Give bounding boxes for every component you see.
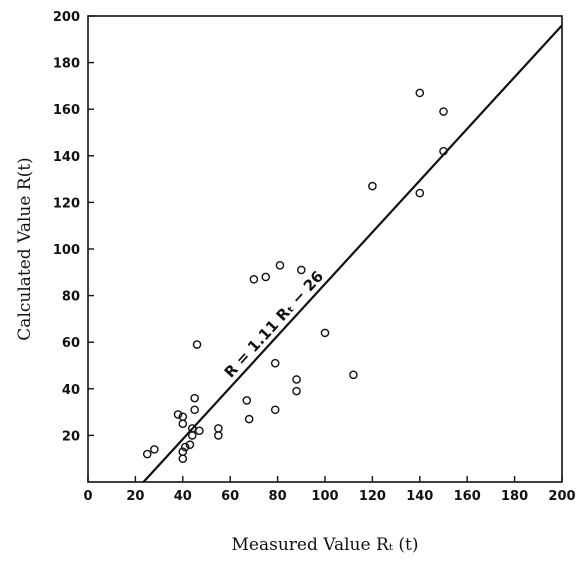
regression-line: [142, 24, 563, 483]
y-tick-label: 140: [53, 150, 80, 165]
data-point: [349, 370, 358, 380]
tick-labels: 0 20 40 60 80 100 120 140 160 180 200 20 40 60 80 100 12…: [53, 10, 576, 504]
data-point: [439, 146, 448, 156]
data-point: [292, 375, 301, 384]
axes: [87, 15, 563, 483]
y-tick-label: 80: [62, 290, 80, 305]
data-point: [296, 265, 306, 275]
data-point: [214, 431, 223, 440]
data-point: [270, 358, 280, 368]
data-point: [180, 442, 190, 452]
x-axis-title: Measured Value Rₜ (t): [232, 535, 419, 555]
data-point: [275, 261, 285, 270]
data-point: [439, 107, 448, 116]
data-point: [320, 328, 330, 338]
regression-equation-label: R = 1.11 Rₜ − 26: [221, 267, 328, 381]
data-point: [195, 426, 204, 436]
x-tick-label: 80: [269, 489, 287, 504]
x-tick-label: 120: [359, 489, 386, 504]
y-tick-label: 60: [62, 336, 80, 351]
data-point: [292, 386, 301, 396]
x-tick-label: 200: [548, 489, 575, 504]
data-point: [190, 405, 199, 415]
data-points: [142, 88, 448, 464]
data-point: [187, 431, 197, 440]
x-tick-label: 60: [221, 489, 239, 504]
x-tick-label: 180: [501, 489, 528, 504]
y-tick-label: 20: [62, 429, 80, 444]
data-point: [415, 88, 425, 98]
y-tick-label: 160: [53, 103, 80, 118]
y-tick-label: 40: [62, 383, 80, 398]
data-point: [242, 396, 252, 405]
data-point: [150, 445, 159, 454]
y-tick-label: 100: [53, 243, 80, 258]
data-point: [244, 414, 254, 424]
y-tick-label: 180: [53, 57, 80, 72]
x-tick-label: 100: [311, 489, 338, 504]
data-point: [190, 393, 199, 403]
y-axis-title: Calculated Value R(t): [15, 157, 35, 340]
data-point: [261, 272, 271, 282]
data-point: [173, 410, 183, 419]
data-point: [185, 440, 195, 450]
y-tick-label: 120: [53, 196, 80, 211]
data-point: [178, 419, 188, 429]
data-point: [214, 424, 223, 433]
x-tick-label: 160: [454, 489, 481, 504]
x-tick-label: 0: [83, 489, 92, 504]
x-tick-label: 140: [406, 489, 433, 504]
data-point: [178, 454, 188, 464]
data-point: [415, 188, 425, 198]
tick-marks: [87, 15, 563, 482]
data-point: [249, 274, 259, 284]
data-point: [142, 449, 152, 459]
plot-frame: [87, 15, 563, 483]
y-tick-label: 200: [53, 10, 80, 25]
regression-line-group: R = 1.11 Rₜ − 26: [142, 24, 563, 483]
data-point: [270, 405, 280, 415]
data-point: [368, 181, 377, 191]
x-tick-label: 20: [126, 489, 144, 504]
data-point: [192, 340, 202, 349]
x-tick-label: 40: [174, 489, 192, 504]
